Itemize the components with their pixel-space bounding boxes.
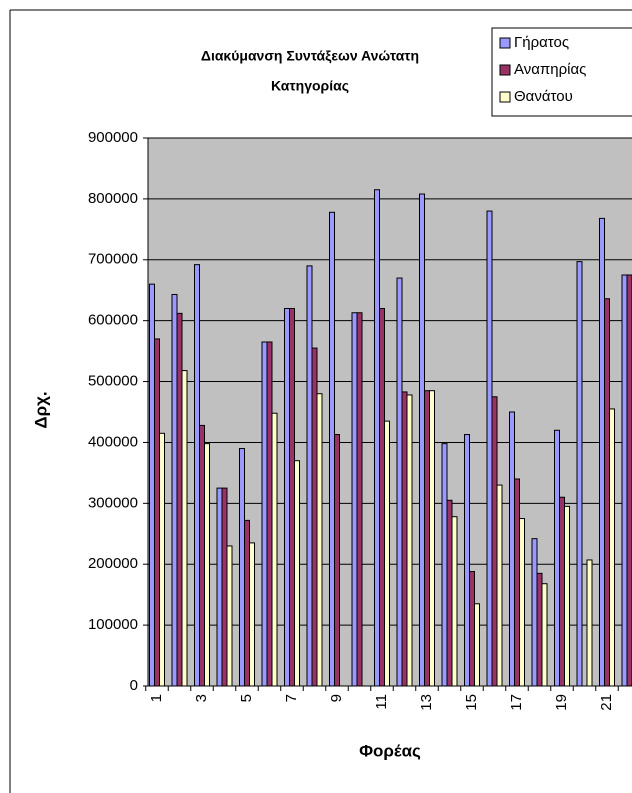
x-tick-label: 7 <box>283 694 300 702</box>
y-tick-label: 300000 <box>88 494 138 511</box>
bar <box>374 189 380 687</box>
y-tick-label: 0 <box>130 677 138 694</box>
bar <box>429 390 435 687</box>
bar <box>564 505 570 687</box>
x-tick-label: 5 <box>238 694 255 702</box>
bar <box>311 347 318 687</box>
bar <box>514 478 520 687</box>
bar <box>451 516 458 687</box>
bar <box>379 307 385 687</box>
bar <box>271 412 278 687</box>
bar <box>604 298 610 687</box>
legend <box>491 27 632 117</box>
bar <box>154 338 160 687</box>
bar <box>621 274 628 687</box>
bar <box>181 370 188 687</box>
bar <box>396 277 403 687</box>
bar <box>541 583 548 687</box>
bar <box>496 484 503 687</box>
x-tick-label: 21 <box>598 694 615 711</box>
bar <box>531 538 538 687</box>
bar <box>446 499 453 687</box>
x-tick-label: 11 <box>373 694 390 710</box>
bar <box>149 283 155 687</box>
bar <box>469 571 475 687</box>
bar <box>424 390 430 687</box>
legend-label: Αναπηρίας <box>514 61 586 78</box>
legend-swatch <box>499 37 511 49</box>
y-tick-label: 900000 <box>88 129 138 146</box>
bar <box>199 424 205 687</box>
bar <box>204 443 210 687</box>
y-tick-label: 600000 <box>88 312 138 329</box>
bar <box>609 408 615 687</box>
bar <box>586 559 593 687</box>
bar <box>486 210 493 687</box>
bar <box>244 519 250 687</box>
bar <box>194 264 200 687</box>
bar <box>239 448 245 687</box>
bar <box>351 312 358 687</box>
bar <box>266 341 273 687</box>
bar <box>509 411 515 687</box>
bar <box>464 434 470 687</box>
bar <box>306 265 313 687</box>
bar <box>519 518 525 687</box>
bar <box>626 274 632 687</box>
bar <box>171 293 178 687</box>
bar <box>329 211 335 687</box>
bar <box>576 261 583 687</box>
bar <box>284 307 290 687</box>
x-tick-label: 9 <box>328 694 345 702</box>
bar <box>554 429 560 687</box>
legend-label: Θανάτου <box>514 88 573 105</box>
legend-label: Γήρατος <box>514 34 569 51</box>
x-tick-label: 3 <box>193 694 210 702</box>
bar <box>356 312 363 687</box>
bar <box>316 393 323 687</box>
bar <box>334 434 340 687</box>
bar <box>419 193 425 687</box>
chart-title: Διακύμανση Συντάξεων Ανώτατη <box>201 48 419 64</box>
bar <box>159 432 165 687</box>
bar <box>261 341 268 687</box>
legend-swatch <box>499 64 511 76</box>
bar <box>536 572 543 687</box>
y-tick-label: 100000 <box>88 616 138 633</box>
chart-title: Κατηγορίας <box>271 78 349 94</box>
bar <box>249 542 255 687</box>
bar <box>491 396 498 687</box>
y-tick-label: 700000 <box>88 251 138 268</box>
bar <box>221 487 228 687</box>
bar <box>474 603 480 687</box>
x-axis-label: Φορέας <box>359 741 421 760</box>
bar <box>216 487 223 687</box>
bar <box>406 394 413 687</box>
bar <box>226 545 233 687</box>
x-tick-label: 15 <box>463 694 480 711</box>
bar <box>176 312 183 687</box>
x-tick-label: 13 <box>418 694 435 711</box>
y-tick-label: 200000 <box>88 555 138 572</box>
y-tick-label: 800000 <box>88 190 138 207</box>
bar <box>599 217 605 687</box>
y-tick-label: 400000 <box>88 433 138 450</box>
bar <box>384 420 390 687</box>
bar <box>441 443 448 687</box>
y-tick-label: 500000 <box>88 373 138 390</box>
legend-swatch <box>499 91 511 103</box>
x-tick-label: 19 <box>553 694 570 711</box>
bar <box>294 460 300 687</box>
bar <box>401 391 408 687</box>
bar <box>289 307 295 687</box>
y-axis-label: Δρχ. <box>31 391 50 428</box>
x-tick-label: 17 <box>508 694 525 711</box>
x-tick-label: 1 <box>148 694 165 702</box>
bar <box>559 496 565 687</box>
